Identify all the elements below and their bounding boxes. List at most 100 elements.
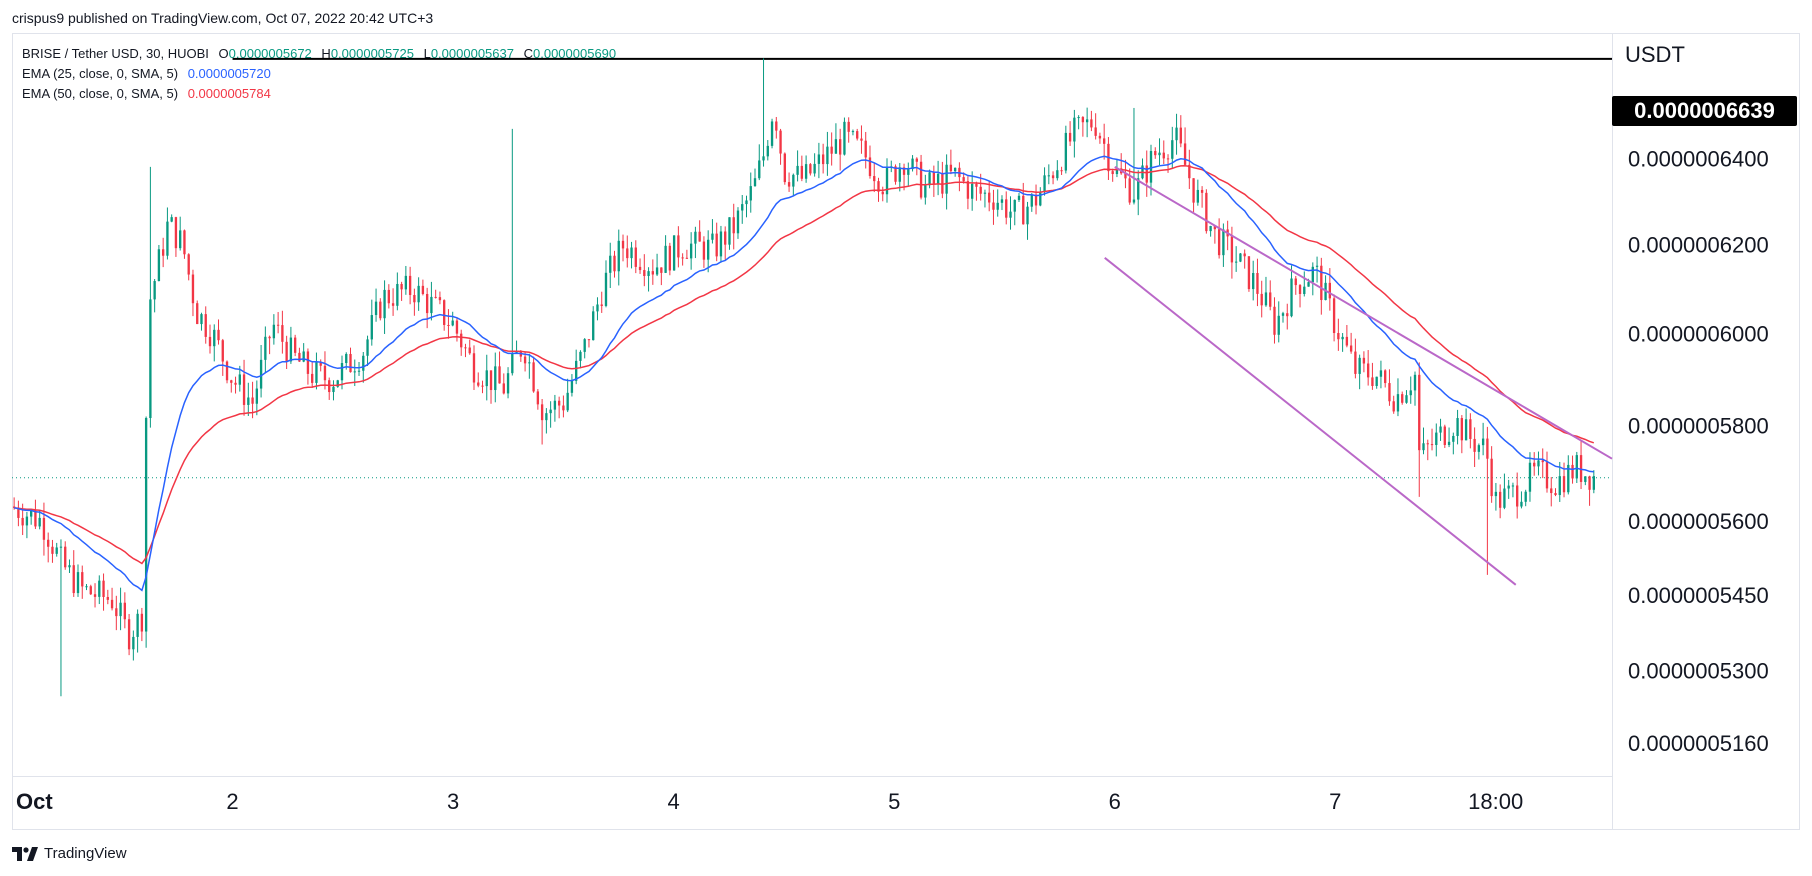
candle-body (1558, 476, 1561, 496)
candle-body (1584, 476, 1587, 482)
legend-ema50-label[interactable]: EMA (50, close, 0, SMA, 5) (22, 86, 179, 101)
candle-body (953, 167, 957, 172)
candle-body (1375, 376, 1378, 386)
candle-body (132, 636, 135, 650)
candle-body (362, 355, 365, 371)
candle-body (570, 380, 574, 393)
legend-ema25-label[interactable]: EMA (25, close, 0, SMA, 5) (22, 66, 179, 81)
candle-body (1171, 140, 1174, 159)
candle-body (238, 374, 241, 385)
candle-body (281, 325, 284, 342)
candle-body (1047, 175, 1050, 177)
candle-body (425, 293, 429, 314)
y-tick-label: 0.0000005300 (1628, 659, 1769, 684)
candle-body (796, 165, 799, 175)
candle-body (1056, 170, 1059, 179)
candle-body (366, 339, 369, 356)
candle-body (907, 169, 910, 175)
candle-body (536, 391, 540, 405)
candle-body (1273, 306, 1276, 335)
candle-body (707, 239, 710, 260)
candle-body (621, 240, 625, 249)
candle-body (1039, 191, 1042, 206)
candle-body (1409, 390, 1412, 396)
candle-body (259, 359, 263, 389)
candle-body (762, 156, 765, 161)
price-axis-unit: USDT (1625, 42, 1685, 67)
candle-body (29, 510, 33, 517)
candle-body (161, 249, 165, 256)
candle-body (1234, 261, 1238, 263)
candle-body (170, 217, 173, 222)
candle-body (370, 315, 373, 340)
candle-body (1298, 285, 1302, 295)
candle-body (970, 183, 974, 199)
candle-body (1332, 298, 1336, 334)
candle-body (272, 324, 276, 339)
candle-body (1098, 135, 1102, 139)
candle-body (919, 161, 923, 198)
candle-body (208, 336, 212, 347)
candle-body (1443, 426, 1446, 445)
candle-body (1022, 195, 1025, 225)
candle-body (268, 336, 271, 339)
candle-body (413, 294, 416, 303)
candle-body (1430, 444, 1434, 446)
candle-body (1239, 253, 1242, 262)
candle-body (741, 204, 744, 211)
candle-body (830, 146, 833, 154)
candle-body (166, 221, 169, 256)
tradingview-brand-text: TradingView (44, 845, 127, 862)
y-tick-label: 0.0000006200 (1628, 233, 1769, 258)
candle-body (255, 388, 259, 404)
candle-body (1371, 377, 1374, 386)
candle-body (557, 400, 561, 406)
legend-symbol[interactable]: BRISE / Tether USD, 30, HUOBI (22, 46, 209, 61)
candle-body (136, 613, 139, 637)
candle-body (1068, 132, 1072, 142)
candle-body (76, 572, 80, 594)
candle-body (745, 200, 748, 205)
candle-body (98, 580, 101, 597)
candle-body (766, 145, 769, 157)
candle-body (553, 400, 557, 410)
candle-body (298, 352, 301, 362)
candle-body (1473, 438, 1476, 452)
candle-body (1188, 164, 1191, 179)
candle-body (681, 257, 684, 259)
candle-body (821, 154, 825, 165)
legend-ema25-value: 0.0000005720 (187, 66, 271, 81)
candle-body (1337, 333, 1340, 340)
candle-body (1571, 464, 1574, 479)
candle-body (1315, 265, 1319, 267)
candle-body (1311, 266, 1314, 283)
candle-body (468, 347, 471, 354)
candle-body (1303, 286, 1306, 295)
candle-body (966, 181, 970, 199)
candle-body (1456, 418, 1459, 436)
x-tick-label: 2 (226, 789, 238, 814)
candle-body (1179, 127, 1182, 144)
candle-body (225, 361, 229, 381)
candle-body (34, 510, 37, 527)
candle-body (1384, 370, 1387, 384)
candle-body (1217, 229, 1221, 256)
candle-body (1000, 199, 1004, 203)
chart-frame[interactable] (12, 33, 1800, 830)
candle-body (1294, 278, 1297, 286)
candle-body (617, 240, 620, 272)
candle-body (1222, 229, 1225, 256)
candle-body (1533, 462, 1536, 467)
candle-body (983, 192, 987, 194)
candle-body (1111, 171, 1114, 175)
candle-body (668, 245, 672, 271)
candle-body (127, 619, 131, 650)
candle-body (1366, 363, 1370, 378)
candle-body (638, 266, 642, 271)
candle-body (443, 300, 446, 325)
candle-body (528, 362, 531, 364)
legend-close-value: 0.0000005690 (533, 46, 617, 61)
candle-body (860, 138, 863, 141)
candle-body (898, 167, 901, 182)
